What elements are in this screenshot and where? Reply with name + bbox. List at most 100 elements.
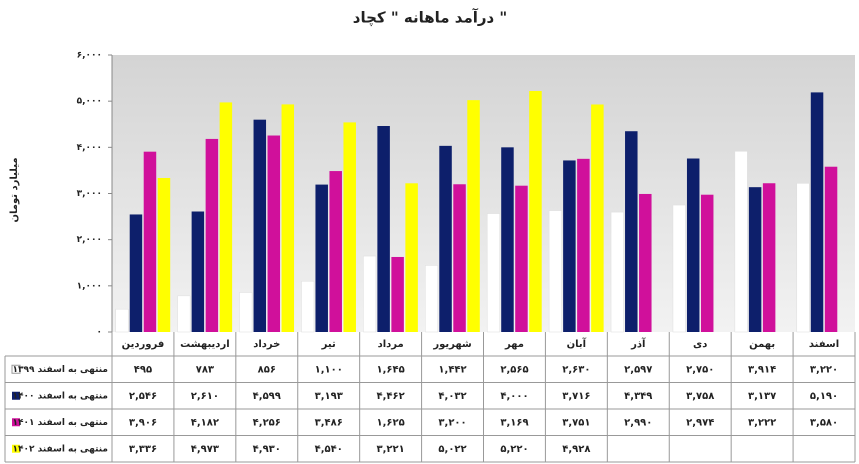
x-tick-label: مرداد [378, 339, 404, 350]
bar [143, 151, 157, 332]
table-value: ۳,۲۰۰ [438, 417, 466, 428]
bar [377, 126, 390, 332]
bar [625, 131, 638, 332]
legend-swatch [11, 364, 21, 374]
x-tick-label: آذر [630, 337, 646, 350]
bar [343, 122, 356, 332]
y-tick-label: ۵,۰۰۰ [77, 97, 102, 107]
bar [734, 151, 748, 333]
table-value: ۴,۹۲۸ [562, 444, 590, 455]
table-value: ۳,۹۰۶ [129, 417, 157, 428]
bar [796, 183, 810, 333]
bar [501, 147, 514, 332]
table-value: ۱,۴۴۲ [438, 364, 466, 375]
bar [748, 187, 762, 332]
legend-swatch [12, 418, 20, 427]
table-value: ۸۵۶ [258, 364, 276, 375]
table-value: ۴,۵۹۹ [253, 391, 281, 402]
x-tick-label: خرداد [253, 339, 280, 350]
y-tick-label: ۰ [97, 328, 103, 338]
x-tick-label: فروردین [122, 339, 165, 350]
bar [762, 183, 776, 332]
table-value: ۴,۲۵۶ [253, 417, 281, 428]
table-value: ۳,۷۱۶ [562, 391, 590, 402]
table-value: ۳,۴۸۶ [315, 417, 343, 428]
table-value: ۳,۱۹۳ [315, 391, 343, 402]
bar [391, 256, 404, 332]
table-value: ۳,۲۲۲ [748, 417, 776, 428]
bar [810, 92, 824, 333]
bar [467, 100, 480, 332]
table-value: ۴,۴۶۲ [377, 391, 405, 402]
table-value: ۳,۷۵۸ [686, 391, 714, 402]
table-value: ۴,۰۳۲ [438, 391, 466, 402]
table-value: ۴,۹۳۰ [253, 444, 281, 455]
bar [425, 265, 439, 333]
bar [639, 193, 652, 332]
table-value: ۴,۱۸۲ [191, 417, 219, 428]
table-value: ۲,۹۹۰ [624, 417, 652, 428]
legend-label: منتهی به اسفند ۱۴۰۱ [13, 418, 108, 428]
bar [824, 166, 838, 332]
bar [281, 104, 295, 332]
y-tick-label: ۳,۰۰۰ [77, 189, 102, 199]
bar [177, 295, 191, 333]
table-value: ۳,۲۲۰ [810, 364, 838, 375]
x-tick-label: دی [693, 339, 707, 350]
chart-title: درآمد ماهانه " کچاد " [353, 9, 508, 28]
bar [486, 213, 500, 333]
y-tick-label: ۱,۰۰۰ [77, 281, 102, 291]
table-value: ۳,۲۲۱ [377, 444, 405, 455]
table-value: ۲,۵۴۶ [129, 391, 157, 402]
bar [315, 184, 328, 332]
table-value: ۴,۵۴۰ [315, 444, 343, 455]
bar [363, 255, 377, 333]
table-value: ۵,۲۲۰ [500, 444, 528, 455]
table-value: ۴۹۵ [134, 364, 152, 375]
bar [191, 211, 205, 332]
x-tick-label: تیر [321, 339, 336, 350]
x-tick-label: اسفند [809, 339, 839, 350]
bar [515, 185, 528, 332]
table-value: ۷۸۳ [196, 364, 214, 375]
table-value: ۵,۰۲۲ [438, 444, 466, 455]
legend-label: منتهی به اسفند ۱۴۰۰ [13, 391, 108, 401]
table-value: ۲,۹۷۴ [686, 417, 714, 428]
table-value: ۲,۶۱۰ [191, 391, 219, 402]
bar [239, 292, 253, 333]
x-tick-label: مهر [504, 339, 524, 350]
table-value: ۳,۱۶۹ [500, 417, 528, 428]
y-tick-label: ۲,۰۰۰ [77, 235, 102, 245]
bar [686, 158, 700, 332]
table-value: ۳,۱۳۷ [748, 391, 776, 402]
legend-swatch [12, 444, 20, 453]
table-value: ۴,۹۷۳ [191, 444, 219, 455]
bar [267, 135, 281, 332]
y-axis-label: میلیارد تومان [9, 157, 20, 222]
table-value: ۵,۱۹۰ [810, 391, 838, 402]
bar [548, 210, 562, 333]
bar [439, 145, 452, 332]
table-value: ۲,۵۹۷ [624, 364, 652, 375]
table-value: ۳,۹۱۴ [748, 364, 776, 375]
table-value: ۱,۱۰۰ [315, 364, 343, 375]
table-value: ۱,۶۴۵ [377, 364, 405, 375]
legend-swatch [12, 391, 20, 400]
table-value: ۳,۵۸۰ [810, 417, 838, 428]
bar [205, 138, 219, 332]
bar [129, 214, 143, 332]
table-value: ۴,۰۰۰ [500, 391, 528, 402]
table-value: ۳,۳۳۶ [129, 444, 157, 455]
bar [157, 177, 171, 332]
table-value: ۴,۳۴۹ [624, 391, 652, 402]
bar [700, 194, 714, 332]
bar [453, 184, 466, 332]
bar [591, 104, 604, 333]
y-tick-label: ۴,۰۰۰ [77, 143, 102, 153]
plot-area [112, 55, 855, 332]
bar [329, 171, 342, 332]
legend-label: منتهی به اسفند ۱۴۰۲ [13, 444, 108, 454]
table-value: ۱,۶۲۵ [377, 417, 405, 428]
table-value: ۲,۵۶۵ [500, 364, 528, 375]
